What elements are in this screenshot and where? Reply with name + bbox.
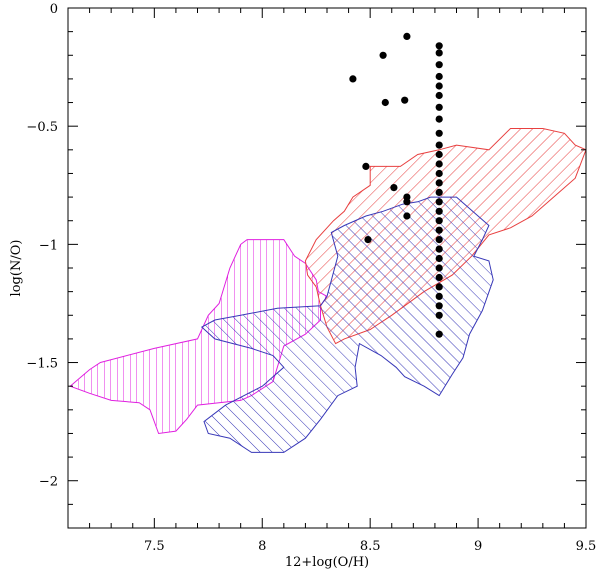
data-point [435, 169, 443, 178]
data-point [435, 273, 443, 282]
data-point [435, 207, 443, 215]
ticks-layer [67, 7, 587, 529]
data-point [381, 98, 389, 107]
data-point [401, 96, 409, 104]
data-point [435, 115, 443, 123]
x-tick-label: 9.5 [576, 539, 597, 554]
x-tick-label: 8 [258, 539, 266, 554]
data-point [435, 302, 443, 310]
data-point [435, 236, 443, 244]
data-point [403, 198, 411, 206]
data-point [349, 75, 357, 83]
y-tick-label: −0.5 [26, 120, 58, 135]
y-tick-label: −2 [39, 475, 58, 490]
regions-layer [69, 128, 587, 453]
data-point [379, 51, 387, 59]
y-tick-label: −1 [39, 238, 58, 253]
data-point [435, 129, 443, 137]
data-point [435, 311, 443, 319]
data-point [435, 141, 443, 149]
data-point [435, 226, 443, 234]
data-point [435, 283, 443, 291]
data-point [435, 330, 443, 338]
data-point [435, 254, 443, 263]
data-point [435, 61, 443, 69]
data-point [435, 245, 443, 253]
data-point [435, 103, 443, 111]
points-layer [349, 32, 443, 338]
data-point [435, 160, 443, 168]
data-point [435, 292, 443, 300]
data-point [390, 184, 398, 192]
data-point [435, 188, 443, 196]
data-point [435, 264, 443, 272]
y-axis-title: log(N/O) [9, 240, 24, 297]
data-point [435, 91, 443, 100]
data-point [364, 236, 372, 244]
y-tick-label: −1.5 [26, 357, 58, 372]
y-tick-label: 0 [50, 2, 58, 17]
x-tick-label: 9 [474, 539, 482, 554]
x-tick-label: 8.5 [360, 539, 381, 554]
data-point [435, 198, 443, 206]
data-point [435, 42, 443, 50]
data-point [403, 212, 411, 220]
x-tick-label: 7.5 [144, 539, 165, 554]
data-point [435, 150, 443, 159]
x-axis-title: 12+log(O/H) [285, 555, 369, 570]
data-point [362, 162, 370, 170]
data-point [435, 49, 443, 57]
data-point [435, 72, 443, 81]
data-point [403, 32, 411, 41]
data-point [435, 217, 443, 225]
data-point [435, 179, 443, 187]
tick-labels-layer: 7.5 8 8.5 9 9.5 0 −0.5 −1 −1.5 −2 [26, 2, 596, 554]
data-point [435, 82, 443, 90]
hatched-region-3 [200, 196, 494, 453]
